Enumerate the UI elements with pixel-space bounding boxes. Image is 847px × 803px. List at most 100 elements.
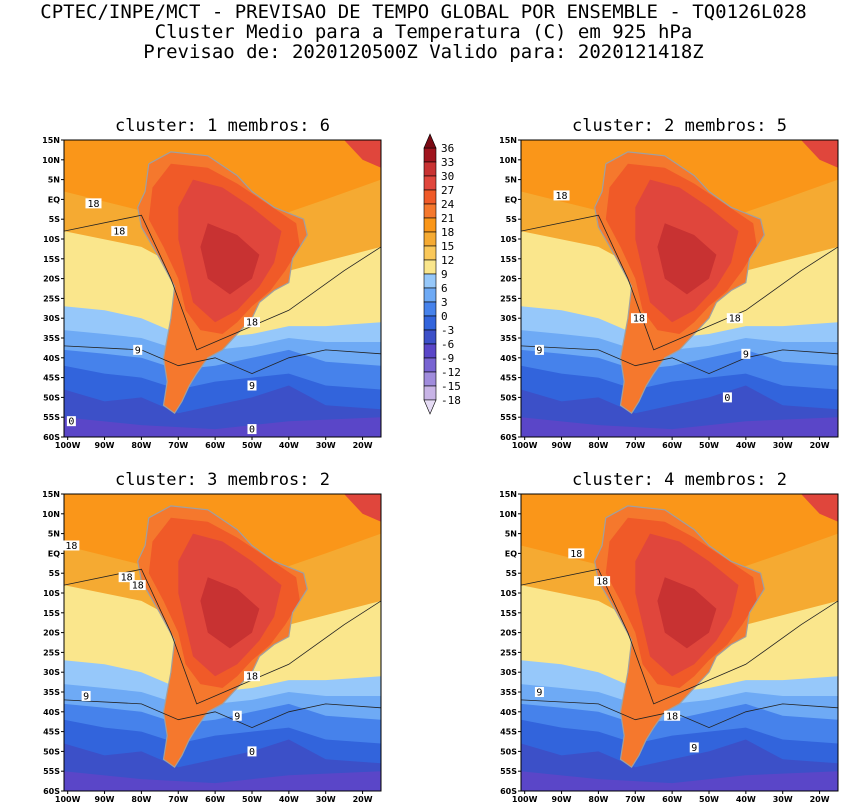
lat-label: 15N [499, 490, 517, 499]
contour-label: 18 [596, 577, 608, 588]
lon-label: 60W [662, 795, 682, 803]
lon-label: 100W [512, 795, 538, 803]
colorbar-label: -3 [441, 324, 454, 337]
lon-label: 90W [95, 795, 115, 803]
lon-label: 50W [699, 441, 719, 450]
colorbar-swatch [423, 287, 437, 303]
contour-label-bg [81, 690, 91, 701]
contour-label: 18 [729, 314, 741, 325]
colorbar-label: 24 [441, 198, 455, 211]
lat-label: 30S [43, 668, 60, 677]
lon-label: 40W [736, 795, 756, 803]
field-minus-3 [521, 417, 838, 437]
lat-label: 45S [43, 728, 60, 737]
lat-label: 40S [43, 708, 60, 717]
lat-label: 60S [500, 433, 517, 442]
lat-label: 50S [43, 747, 60, 756]
colorbar-swatch [423, 259, 437, 275]
contour-label-bg [111, 226, 128, 237]
lat-label: 10N [42, 156, 60, 165]
contour-label: 9 [135, 345, 141, 356]
field-minus-3 [64, 771, 381, 791]
contour-label: 9 [691, 743, 697, 754]
colorbar-label: 18 [441, 226, 454, 239]
lat-label: 55S [43, 413, 60, 422]
lon-label: 50W [242, 795, 262, 803]
lon-label: 60W [205, 441, 225, 450]
lon-label: 90W [95, 441, 115, 450]
lat-label: 10S [43, 235, 60, 244]
contour-label: 18 [65, 541, 77, 552]
colorbar-label: 3 [441, 296, 448, 309]
colorbar-label: 33 [441, 156, 454, 169]
contour-label: 18 [132, 581, 144, 592]
panel-frame [520, 493, 839, 792]
continent-hottest [657, 577, 717, 649]
lon-label: 80W [588, 795, 608, 803]
contour-label: 0 [249, 747, 255, 758]
lon-label: 40W [736, 441, 756, 450]
contour-label: 18 [246, 672, 258, 683]
lat-label: 60S [43, 787, 60, 796]
lat-label: 50S [43, 393, 60, 402]
colorbar-label: -9 [441, 352, 454, 365]
lat-label: 25S [500, 648, 517, 657]
contour-label: 0 [68, 417, 74, 428]
lat-label: 5N [48, 176, 60, 185]
lat-label: 5S [506, 569, 518, 578]
contour-label-bg [129, 580, 146, 591]
contour-label-bg [594, 576, 611, 587]
lat-label: EQ [505, 549, 517, 558]
colorbar-swatch [423, 245, 437, 261]
colorbar-swatch [423, 315, 437, 331]
lat-label: 45S [43, 374, 60, 383]
colorbar-label: 0 [441, 310, 448, 323]
lat-label: 5N [505, 176, 517, 185]
lon-label: 70W [625, 795, 645, 803]
lon-label: 30W [316, 795, 336, 803]
contour-label-bg [63, 540, 80, 551]
contour-label-bg [722, 392, 732, 403]
contour-label-bg [118, 572, 135, 583]
lat-label: 20S [500, 629, 517, 638]
contour-label-bg [741, 348, 751, 359]
isoline-9 [64, 345, 381, 375]
colorbar-swatch [423, 301, 437, 317]
contour-label-bg [243, 317, 260, 328]
lat-label: 55S [43, 767, 60, 776]
contour-label-bg [534, 344, 544, 355]
colorbar-swatch [423, 343, 437, 359]
contour-label: 9 [234, 711, 240, 722]
contour-label-bg [553, 190, 570, 201]
contour-label: 9 [536, 688, 542, 699]
colorbar-arrow-bottom [423, 399, 437, 415]
lat-label: 15N [499, 136, 517, 145]
lat-label: 50S [500, 747, 517, 756]
lat-label: 25S [43, 648, 60, 657]
field-minus-3 [64, 417, 381, 437]
lon-label: 30W [316, 441, 336, 450]
lat-label: 5N [505, 530, 517, 539]
continent-hottest [200, 577, 260, 649]
colorbar-swatch [423, 231, 437, 247]
lon-label: 50W [242, 441, 262, 450]
panel-frame [63, 493, 382, 792]
lat-label: 5S [49, 215, 61, 224]
contour-label-bg [232, 710, 242, 721]
africa-corner [344, 140, 381, 168]
contour-label: 9 [249, 381, 255, 392]
lon-label: 90W [552, 795, 572, 803]
colorbar-label: 30 [441, 170, 454, 183]
lat-label: 25S [43, 294, 60, 303]
lon-label: 60W [662, 441, 682, 450]
lon-label: 90W [552, 441, 572, 450]
lon-label: 80W [588, 441, 608, 450]
header-line-3: Previsao de: 2020120500Z Valido para: 20… [143, 41, 704, 63]
lon-label: 100W [55, 795, 81, 803]
lat-label: 35S [500, 688, 517, 697]
lat-label: 20S [43, 275, 60, 284]
lon-label: 30W [773, 441, 793, 450]
contour-label-bg [66, 416, 76, 427]
